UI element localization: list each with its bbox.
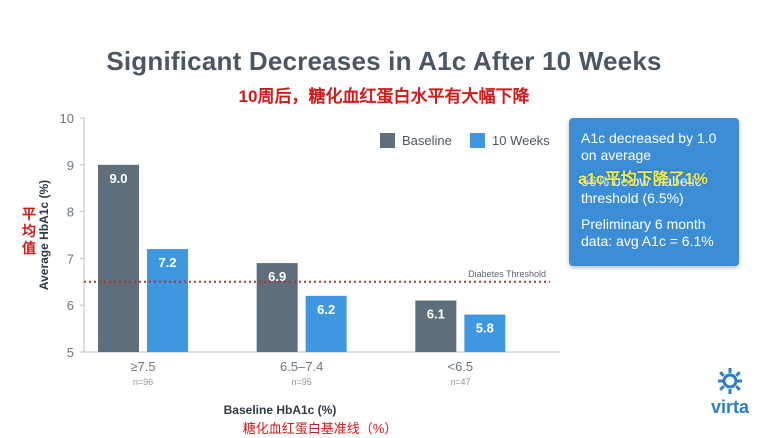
bar-10-weeks — [305, 295, 347, 352]
legend-swatch — [380, 133, 395, 148]
callout-line-3: Preliminary 6 month data: avg A1c = 6.1% — [581, 216, 714, 249]
x-tick-note: n=95 — [292, 377, 312, 387]
bar-value-label: 6.2 — [317, 302, 335, 317]
bar-10-weeks — [147, 249, 188, 352]
chart-subtitle-cn: 10周后，糖化血红蛋白水平有大幅下降 — [238, 87, 530, 106]
callout-overlay-cn: a1c平均下降了1% — [578, 171, 708, 188]
x-tick-label: 6.5–7.4 — [280, 359, 323, 374]
y-tick-label: 6 — [67, 298, 74, 313]
x-tick-note: n=96 — [133, 377, 153, 387]
bar-value-label: 5.8 — [476, 321, 494, 336]
y-axis-label-cn: 平均值 — [22, 206, 36, 256]
x-tick-label: ≥7.5 — [130, 359, 155, 374]
y-tick-label: 7 — [67, 251, 74, 266]
legend-label: 10 Weeks — [492, 133, 550, 148]
callout-line-2: 56% below diabetic threshold (6.5%) — [581, 173, 702, 206]
legend-swatch — [470, 133, 485, 148]
bar-baseline — [98, 164, 139, 352]
logo-text: virta — [710, 397, 750, 417]
virta-logo: virta — [700, 368, 760, 418]
x-tick-note: n=47 — [450, 377, 470, 387]
bar-value-label: 9.0 — [109, 171, 127, 186]
callout-line-1: A1c decreased by 1.0 on average — [581, 130, 717, 163]
bar-value-label: 6.9 — [268, 269, 286, 284]
summary-callout-box: A1c decreased by 1.0 on average 56% belo… — [569, 118, 739, 266]
threshold-label: Diabetes Threshold — [468, 269, 546, 279]
bar-10-weeks — [464, 314, 506, 352]
y-tick-label: 8 — [67, 205, 74, 220]
bar-value-label: 7.2 — [158, 255, 176, 270]
x-axis-label: Baseline HbA1c (%) — [223, 403, 337, 417]
sun-gear-icon — [718, 368, 742, 394]
y-axis-label: Average HbA1c (%) — [37, 180, 51, 290]
y-tick-label: 10 — [60, 111, 74, 126]
bar-baseline — [256, 263, 298, 352]
y-tick-label: 9 — [67, 158, 74, 173]
bar-value-label: 6.1 — [427, 307, 445, 322]
legend-label: Baseline — [402, 133, 452, 148]
x-axis-label-cn: 糖化血红蛋白基准线（%） — [242, 421, 398, 436]
x-tick-label: <6.5 — [447, 359, 473, 374]
bar-baseline — [415, 300, 457, 352]
y-tick-label: 5 — [67, 345, 74, 360]
chart-title: Significant Decreases in A1c After 10 We… — [106, 46, 662, 76]
